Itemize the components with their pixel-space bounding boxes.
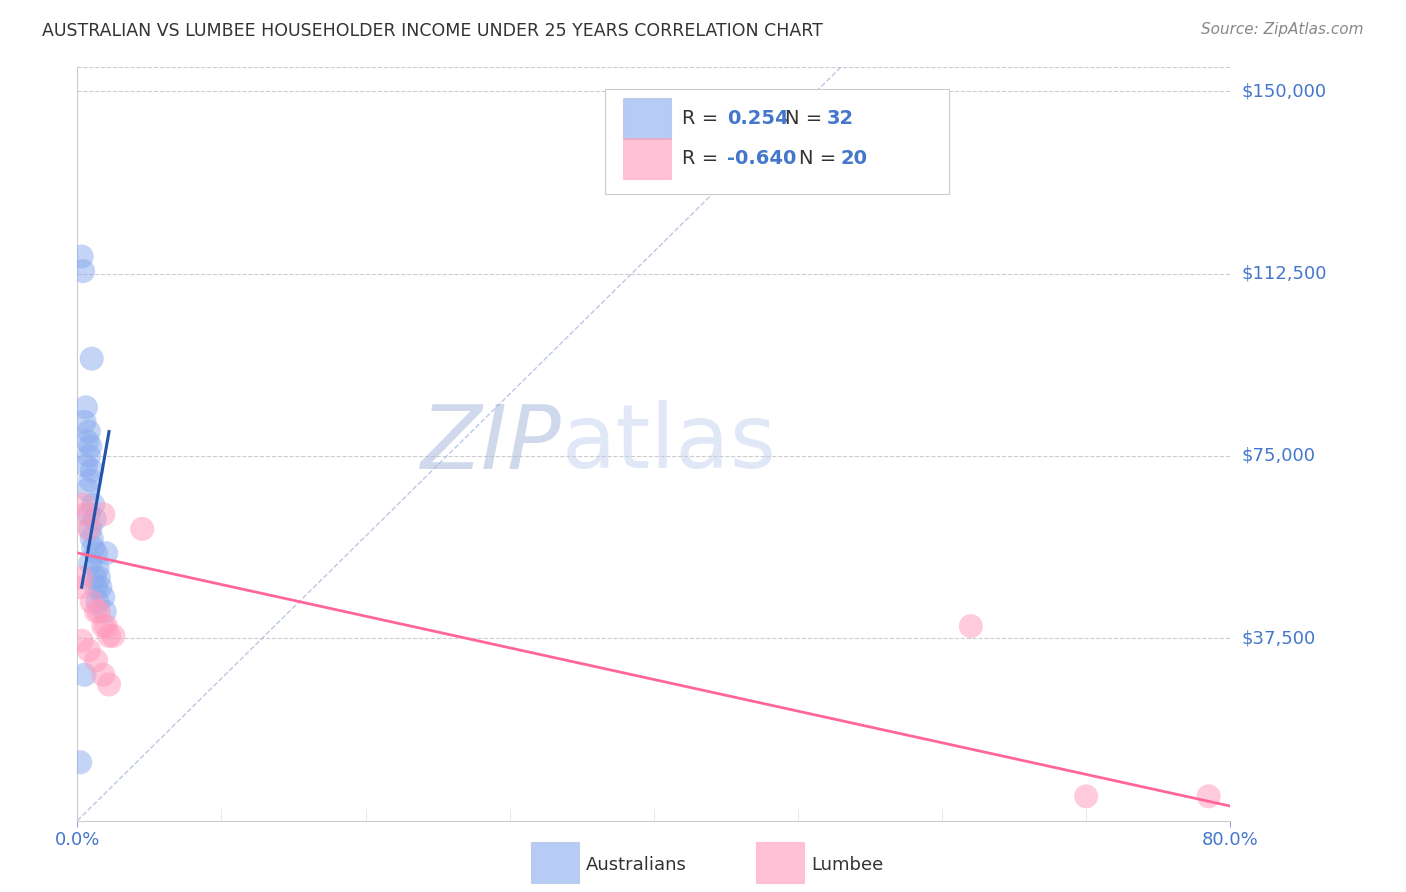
Point <box>83 512 105 526</box>
Text: AUSTRALIAN VS LUMBEE HOUSEHOLDER INCOME UNDER 25 YEARS CORRELATION CHART: AUSTRALIAN VS LUMBEE HOUSEHOLDER INCOME … <box>42 22 823 40</box>
Text: 32: 32 <box>827 109 853 128</box>
Text: $112,500: $112,500 <box>1241 265 1327 283</box>
Text: Australians: Australians <box>586 856 688 874</box>
Point <box>91 508 114 522</box>
Point <box>82 498 104 512</box>
Point <box>96 619 118 633</box>
Point <box>80 532 103 546</box>
Point <box>87 605 110 619</box>
Point <box>73 667 96 681</box>
Point <box>73 508 96 522</box>
Point <box>80 463 103 477</box>
Point <box>80 351 103 366</box>
Text: R =: R = <box>682 149 724 169</box>
Point <box>82 541 104 556</box>
Text: $150,000: $150,000 <box>1241 82 1326 100</box>
Point <box>98 629 121 643</box>
Point <box>77 508 100 522</box>
Point <box>76 483 98 497</box>
Point <box>77 449 100 463</box>
Point <box>76 434 98 449</box>
Point <box>70 250 93 264</box>
Point <box>69 580 91 594</box>
Text: Lumbee: Lumbee <box>811 856 883 874</box>
Point <box>72 498 94 512</box>
Point <box>77 522 100 536</box>
Point <box>79 522 101 536</box>
Text: $75,000: $75,000 <box>1241 447 1316 465</box>
Text: atlas: atlas <box>561 401 776 487</box>
Point <box>1198 789 1220 804</box>
Text: -0.640: -0.640 <box>727 149 796 169</box>
Point <box>84 580 107 594</box>
Point <box>77 643 100 657</box>
Point <box>89 580 111 594</box>
Point <box>87 570 110 584</box>
Point <box>70 570 93 584</box>
Point <box>75 458 97 473</box>
Text: 0.254: 0.254 <box>727 109 789 128</box>
Text: $37,500: $37,500 <box>1241 629 1316 648</box>
Point <box>91 590 114 604</box>
Point <box>69 756 91 770</box>
Text: N =: N = <box>799 149 842 169</box>
Point <box>84 546 107 560</box>
Point <box>91 619 114 633</box>
Point <box>73 415 96 429</box>
Point <box>960 619 983 633</box>
Point <box>93 605 115 619</box>
Point <box>72 264 94 278</box>
Point <box>83 570 105 584</box>
Point <box>70 633 93 648</box>
Point <box>86 595 108 609</box>
Point <box>79 556 101 570</box>
Point <box>77 425 100 439</box>
Point <box>1076 789 1098 804</box>
Point <box>131 522 153 536</box>
Point <box>103 629 125 643</box>
Point <box>98 677 121 691</box>
Point <box>75 401 97 415</box>
Point <box>96 546 118 560</box>
Point <box>86 561 108 575</box>
Text: R =: R = <box>682 109 724 128</box>
Point <box>84 605 107 619</box>
Text: Source: ZipAtlas.com: Source: ZipAtlas.com <box>1201 22 1364 37</box>
Text: 20: 20 <box>841 149 868 169</box>
Point <box>79 473 101 487</box>
Point <box>79 439 101 453</box>
Point <box>80 595 103 609</box>
Point <box>84 653 107 667</box>
Point <box>91 667 114 681</box>
Text: N =: N = <box>785 109 828 128</box>
Text: ZIP: ZIP <box>420 401 561 487</box>
